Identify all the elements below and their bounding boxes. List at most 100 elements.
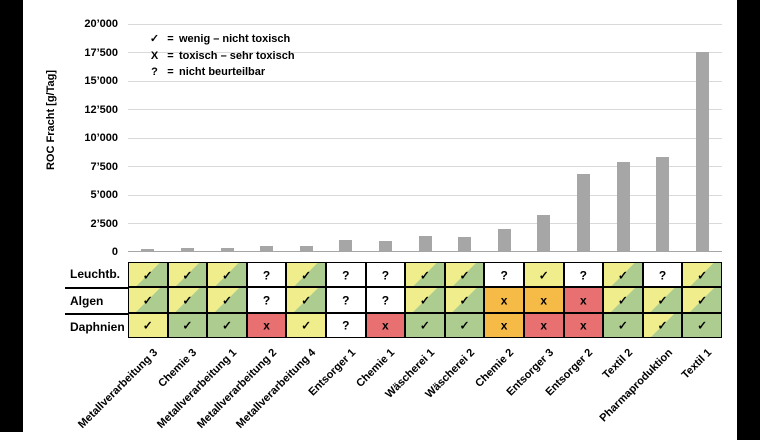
check-icon: ✓ [657, 318, 668, 333]
toxicity-cell: ✓ [405, 287, 445, 313]
toxicity-cell: ✓ [603, 312, 643, 338]
y-tick-label: 2’500 [90, 217, 118, 230]
toxicity-cell: ✓ [128, 262, 168, 288]
question-icon: ? [381, 293, 390, 308]
toxicity-cell: ? [246, 287, 287, 313]
toxicity-cell: ✓ [167, 287, 208, 313]
toxicity-cell: x [563, 287, 604, 313]
toxicity-cell: ✓ [603, 262, 643, 288]
gridline [128, 80, 722, 82]
toxicity-cell: ✓ [682, 312, 722, 338]
x-icon: x [500, 293, 508, 308]
toxicity-cell: ✓ [167, 262, 208, 288]
toxicity-cell: x [523, 312, 564, 338]
x-icon: x [579, 318, 587, 333]
toxicity-cell: ✓ [405, 312, 445, 338]
check-icon: ✓ [419, 318, 430, 333]
x-icon: x [500, 318, 508, 333]
question-icon: ? [500, 268, 508, 283]
toxicity-cell: ✓ [405, 262, 445, 288]
legend: ✓ = wenig – nicht toxisch X = toxisch – … [147, 31, 295, 81]
bar [497, 229, 511, 251]
y-tick-label: 20’000 [84, 18, 118, 30]
y-tick-label: 12’500 [84, 103, 118, 116]
check-icon: ✓ [617, 318, 628, 333]
question-icon: ? [342, 318, 350, 333]
question-icon: ? [579, 268, 587, 283]
legend-text: nicht beurteilbar [179, 66, 266, 78]
bar [260, 246, 274, 251]
toxicity-cell: ✓ [682, 262, 722, 288]
check-icon: ✓ [221, 268, 233, 283]
x-icon: x [540, 318, 548, 333]
check-icon: ✓ [617, 268, 628, 283]
check-icon: ✓ [419, 293, 430, 308]
toxicity-cell: x [246, 312, 287, 338]
legend-equals: = [167, 66, 174, 78]
check-icon: ✓ [538, 268, 549, 283]
toxicity-cell: ✓ [642, 287, 683, 313]
toxicity-cell: ✓ [444, 312, 485, 338]
y-tick-label: 10’000 [84, 132, 118, 144]
y-tick-label: 5’000 [90, 189, 118, 201]
y-axis-title: ROC Fracht [g/Tag] [45, 70, 57, 171]
question-icon: ? [658, 268, 667, 283]
legend-equals: = [167, 49, 174, 62]
toxicity-cell: ✓ [523, 262, 564, 288]
toxicity-cell: x [484, 287, 524, 313]
check-icon: ✓ [149, 33, 160, 45]
gridline [128, 166, 722, 167]
gridline [128, 137, 722, 139]
check-icon: ✓ [697, 293, 708, 308]
check-icon: ✓ [459, 293, 470, 308]
legend-text: toxisch – sehr toxisch [179, 49, 295, 62]
toxicity-cell: ✓ [128, 312, 168, 338]
check-icon: ✓ [142, 268, 153, 283]
x-icon: x [263, 318, 270, 333]
toxicity-cell: ? [246, 262, 287, 288]
toxicity-cell: ✓ [286, 287, 326, 313]
toxicity-cell: ? [325, 312, 366, 338]
check-icon: ✓ [221, 318, 233, 333]
bar [220, 247, 234, 251]
check-icon: ✓ [459, 318, 470, 333]
bar [458, 236, 472, 251]
legend-text: wenig – nicht toxisch [179, 33, 291, 45]
gridline [128, 223, 722, 224]
toxicity-cell: ✓ [207, 287, 247, 313]
toxicity-cell: ? [365, 287, 406, 313]
toxicity-cell: ✓ [682, 287, 722, 313]
toxicity-cell: x [523, 287, 564, 313]
check-icon: ✓ [142, 318, 153, 333]
question-icon: ? [381, 268, 390, 283]
check-icon: ✓ [142, 293, 153, 308]
check-icon: ✓ [657, 293, 668, 308]
check-icon: ✓ [697, 318, 708, 333]
bar [299, 245, 313, 251]
toxicity-cell: ? [325, 287, 366, 313]
check-icon: ✓ [459, 268, 470, 283]
toxicity-cell: ✓ [167, 312, 208, 338]
y-tick-label: 15’000 [84, 75, 118, 87]
bar [537, 215, 551, 251]
x-icon: x [579, 293, 587, 308]
check-icon: ✓ [182, 318, 193, 333]
x-icon: X [150, 49, 159, 62]
table-row: ✓ ✓ ✓? ✓?? ✓ ✓? ✓? ✓? ✓ [128, 262, 722, 288]
x-icon: x [540, 293, 548, 308]
question-icon: ? [151, 66, 158, 78]
table-row: ✓ ✓ ✓? ✓?? ✓ ✓ x x x ✓ ✓ ✓ [128, 287, 722, 313]
toxicity-cell: ✓ [444, 287, 485, 313]
gridline [128, 109, 722, 110]
legend-item: ✓ = wenig – nicht toxisch [147, 31, 295, 48]
toxicity-cell: ✓ [207, 312, 247, 338]
x-axis-line [128, 251, 722, 252]
y-tick-label: 17’500 [84, 46, 118, 59]
gridline [128, 23, 722, 25]
toxicity-cell: ✓ [286, 312, 326, 338]
toxicity-cell: x [484, 312, 524, 338]
row-label: Daphnien [65, 312, 129, 338]
x-icon: x [382, 318, 389, 333]
bar [576, 174, 590, 251]
